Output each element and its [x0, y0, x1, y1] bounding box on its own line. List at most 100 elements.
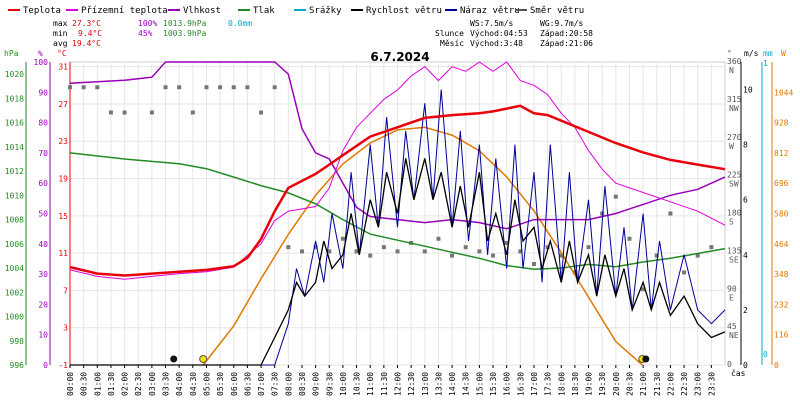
dir-tick: 270	[727, 133, 742, 142]
x-tick: 22:30	[680, 372, 689, 396]
wind-dir-point	[381, 245, 386, 250]
rain-tick: 0	[763, 350, 768, 359]
wind-dir-point	[682, 270, 687, 275]
x-axis: 00:00 00:30 01:00 01:30 02:00 02:30 03:00 03:30…	[66, 365, 716, 396]
wind-dir-point	[368, 253, 373, 258]
wind-dir-point	[709, 245, 714, 250]
x-tick: 03:30	[162, 372, 171, 396]
wind-dir-point	[436, 236, 441, 241]
wind-dir-point	[463, 245, 468, 250]
sun-tick: 812	[774, 149, 789, 158]
wind-dir-point	[218, 85, 223, 90]
x-tick: 06:30	[243, 372, 252, 396]
legend-label-6: Náraz větru	[460, 6, 520, 16]
press-tick: 1002	[5, 288, 24, 297]
legend-label-1: Přízemní teplota	[81, 6, 168, 16]
x-tick: 11:00	[366, 372, 375, 396]
press-tick: 1000	[5, 313, 24, 322]
dir-name: W	[729, 142, 734, 151]
dir-tick: 360	[727, 57, 742, 66]
legend-label-2: Vlhkost	[183, 6, 221, 16]
dir-tick: 135	[727, 246, 742, 255]
stat-moon-label: Měsíc	[440, 39, 464, 48]
press-tick: 1012	[5, 167, 24, 176]
press-tick: 1004	[5, 264, 24, 273]
x-tick: 02:00	[121, 372, 130, 396]
sun-tick: 232	[774, 300, 789, 309]
x-tick: 10:00	[339, 372, 348, 396]
hum-tick: 60	[38, 179, 48, 188]
stats-panel: max 27.3°C 100% 1013.9hPa 0.0mm min 9.4°…	[53, 19, 593, 48]
stat-min-temp: 9.4°C	[78, 29, 102, 38]
stat-max-press: 1013.9hPa	[163, 19, 207, 28]
x-tick: 21:30	[653, 372, 662, 396]
press-tick: 1006	[5, 240, 24, 249]
press-tick: 998	[10, 337, 25, 346]
unit-sun: W	[781, 49, 786, 58]
dir-tick: 315	[727, 95, 742, 104]
x-tick: 17:30	[544, 372, 553, 396]
stat-min-label: min	[53, 29, 68, 38]
x-tick: 19:30	[598, 372, 607, 396]
wind-dir-point	[259, 110, 264, 115]
sun-tick: 116	[774, 331, 789, 340]
temp-tick: 27	[58, 100, 68, 109]
stat-ws: WS:7.5m/s	[470, 19, 514, 28]
temp-tick: -1	[58, 361, 68, 370]
press-tick: 1020	[5, 70, 24, 79]
unit-dir: °	[727, 49, 732, 58]
x-tick: 22:00	[666, 372, 675, 396]
x-tick: 00:30	[80, 372, 89, 396]
temp-tick: 19	[58, 175, 68, 184]
wind-speed-line	[70, 158, 726, 366]
wind-dir-point	[177, 85, 182, 90]
hum-tick: 90	[38, 88, 48, 97]
stat-avg-temp: 19.4°C	[72, 39, 101, 48]
sun-tick: 1044	[774, 88, 793, 97]
legend-label-7: Směr větru	[530, 6, 584, 16]
dir-name: N	[729, 66, 734, 75]
humidity-line	[69, 61, 726, 230]
x-tick: 01:30	[107, 372, 116, 396]
x-tick: 05:30	[216, 372, 225, 396]
wind-dir-point	[81, 85, 86, 90]
legend-label-0: Teplota	[23, 6, 61, 16]
wind-dir-point	[600, 211, 605, 216]
temp-tick: 15	[58, 212, 68, 221]
temp-tick: 7	[63, 286, 68, 295]
x-tick: 15:30	[489, 372, 498, 396]
wind-dir-point	[327, 249, 332, 254]
x-tick: 23:00	[694, 372, 703, 396]
x-tick: 03:00	[148, 372, 157, 396]
unit-x: čas	[731, 368, 746, 378]
wind-dir-point	[286, 245, 291, 250]
wind-dir-point	[245, 85, 250, 90]
dir-name: SW	[729, 180, 739, 189]
wind-dir-point	[422, 249, 427, 254]
wind-dir-point	[163, 85, 168, 90]
x-tick: 06:00	[230, 372, 239, 396]
wind-dir-point	[231, 85, 236, 90]
sun-tick: 464	[774, 240, 789, 249]
x-tick: 20:30	[625, 372, 634, 396]
temp-tick: 3	[63, 324, 68, 333]
x-tick: 14:00	[448, 372, 457, 396]
x-tick: 17:00	[530, 372, 539, 396]
plot-area	[68, 61, 726, 366]
wind-dir-point	[149, 110, 154, 115]
temp-tick: 11	[58, 249, 68, 258]
temperature-line	[69, 104, 726, 277]
x-tick: 02:30	[134, 372, 143, 396]
rain-tick: 1	[763, 59, 768, 68]
moonrise-marker	[170, 355, 178, 363]
x-tick: 20:00	[612, 372, 621, 396]
unit-hum: %	[38, 49, 43, 58]
axes: 1020101810161014101210101008100610041002…	[5, 57, 794, 370]
stat-min-press: 1003.9hPa	[163, 29, 207, 38]
x-tick: 01:00	[93, 372, 102, 396]
x-tick: 07:30	[271, 372, 280, 396]
hum-tick: 100	[34, 58, 49, 67]
x-tick: 00:00	[66, 372, 75, 396]
wind-dir-point	[190, 110, 195, 115]
